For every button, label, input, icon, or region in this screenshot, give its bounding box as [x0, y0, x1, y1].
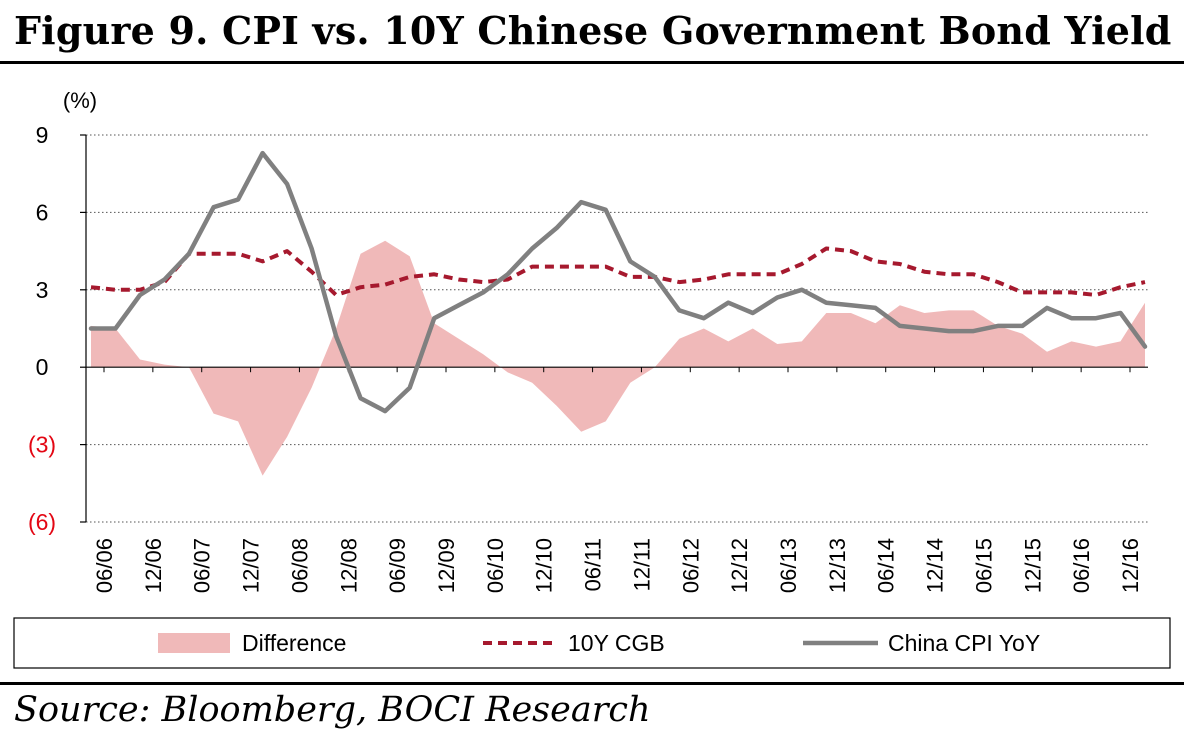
x-tick-label: 06/07	[190, 538, 215, 593]
x-tick-label: 06/13	[776, 538, 801, 593]
title-rule	[0, 61, 1184, 64]
x-tick-label: 06/11	[581, 538, 606, 591]
x-tick-label: 06/16	[1069, 538, 1094, 593]
series-line-10y-cgb	[90, 246, 1146, 297]
x-tick-label: 12/11	[629, 538, 654, 591]
x-tick-label: 12/06	[141, 538, 166, 593]
x-tick-label: 12/09	[434, 538, 459, 593]
x-tick-label: 06/14	[874, 538, 899, 593]
y-tick-label: 3	[36, 277, 49, 303]
legend-label-difference: Difference	[242, 630, 346, 656]
source-rule	[0, 682, 1184, 685]
series-line-cpi	[88, 150, 1148, 414]
series-lines	[88, 150, 1148, 414]
figure-title: Figure 9. CPI vs. 10Y Chinese Government…	[14, 8, 1172, 53]
x-tick-label: 12/08	[336, 538, 361, 593]
y-unit-label: (%)	[63, 88, 97, 113]
x-tick-labels: 06/06 12/06 06/07 12/07 06/08 12/08 06/09 12/09…	[92, 538, 1143, 593]
legend-swatch-difference	[158, 633, 230, 653]
legend-label-10y-cgb: 10Y CGB	[568, 630, 665, 656]
y-tick-label: (3)	[28, 432, 56, 458]
x-tick-label: 12/10	[532, 538, 557, 593]
x-tick-label: 12/12	[727, 538, 752, 593]
source-note: Source: Bloomberg, BOCI Research	[14, 690, 651, 730]
legend-label-cpi: China CPI YoY	[888, 630, 1040, 656]
x-tick-label: 12/15	[1020, 538, 1045, 593]
legend: Difference 10Y CGB China CPI YoY	[13, 617, 1171, 669]
y-tick-label: 0	[36, 354, 49, 380]
x-tick-label: 06/15	[971, 538, 996, 593]
x-tick-label: 12/14	[923, 538, 948, 593]
axes	[80, 134, 1148, 523]
x-tick-label: 12/16	[1118, 538, 1143, 593]
x-tick-label: 12/07	[239, 538, 264, 593]
x-tick-label: 06/08	[287, 538, 312, 593]
x-tick-label: 12/13	[825, 538, 850, 593]
y-tick-label: 6	[36, 199, 49, 225]
difference-area-layer	[91, 240, 1145, 476]
x-tick-label: 06/10	[483, 538, 508, 593]
difference-area	[91, 240, 1145, 476]
y-tick-labels: 9 6 3 0 (3) (6)	[28, 122, 56, 535]
x-tick-label: 06/06	[92, 538, 117, 593]
y-tick-label: (6)	[28, 509, 56, 535]
x-tick-label: 06/09	[385, 538, 410, 593]
x-tick-label: 06/12	[678, 538, 703, 593]
y-tick-label: 9	[36, 122, 49, 148]
